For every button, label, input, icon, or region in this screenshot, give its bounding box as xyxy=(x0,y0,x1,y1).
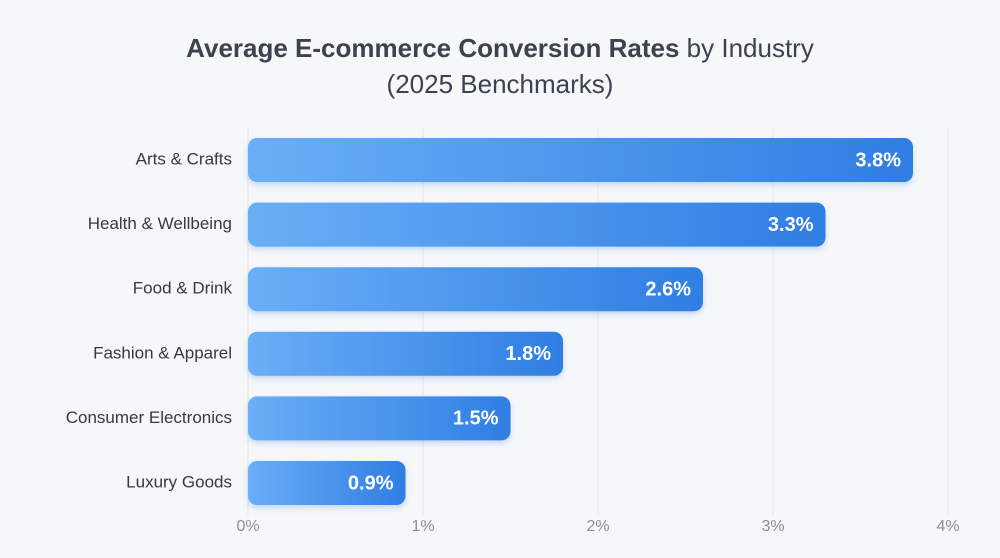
x-tick-label: 3% xyxy=(761,518,784,535)
bar xyxy=(248,138,913,182)
x-tick-label: 4% xyxy=(936,518,959,535)
value-label: 3.8% xyxy=(855,149,901,171)
title-bold: Average E-commerce Conversion Rates xyxy=(186,33,679,63)
y-tick-label: Food & Drink xyxy=(133,279,233,298)
y-tick-label: Arts & Crafts xyxy=(136,149,232,168)
y-tick-label: Fashion & Apparel xyxy=(93,343,232,362)
value-label: 3.3% xyxy=(768,214,814,236)
chart-title: Average E-commerce Conversion Rates by I… xyxy=(186,33,814,63)
bar xyxy=(248,461,406,505)
bar xyxy=(248,396,511,441)
value-label: 0.9% xyxy=(348,472,394,494)
y-tick-label: Health & Wellbeing xyxy=(88,214,232,233)
x-tick-label: 1% xyxy=(411,518,434,535)
value-label: 2.6% xyxy=(645,278,691,300)
x-tick-label: 2% xyxy=(586,518,609,535)
value-label: 1.5% xyxy=(453,408,499,430)
bar xyxy=(248,331,563,376)
y-tick-label: Luxury Goods xyxy=(126,472,232,491)
x-tick-label: 0% xyxy=(236,518,259,535)
y-tick-label: Consumer Electronics xyxy=(66,408,232,427)
value-label: 1.8% xyxy=(505,343,551,365)
bar xyxy=(248,202,826,247)
chart-subtitle: (2025 Benchmarks) xyxy=(387,69,614,99)
bar xyxy=(248,267,703,312)
title-regular: by Industry xyxy=(687,33,814,63)
